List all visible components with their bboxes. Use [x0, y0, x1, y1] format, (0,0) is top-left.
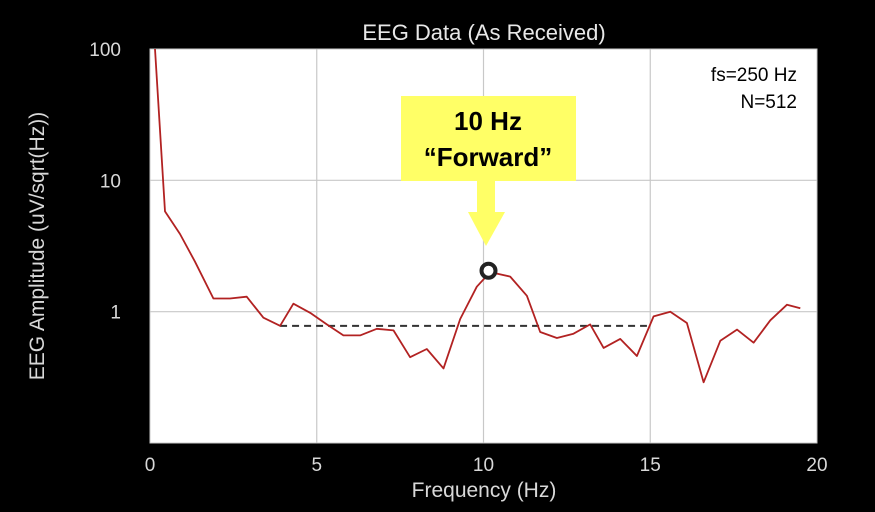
callout-box	[401, 96, 576, 181]
x-tick-label: 20	[806, 455, 827, 476]
y-axis-label: EEG Amplitude (uV/sqrt(Hz))	[26, 112, 49, 380]
callout-arrow-head	[468, 212, 505, 246]
sample-count-label: N=512	[740, 92, 797, 113]
callout: 10 Hz “Forward”	[401, 96, 576, 246]
callout-arrow-shaft	[477, 181, 495, 213]
y-tick-label: 1	[110, 303, 121, 324]
y-tick-label: 100	[89, 40, 121, 61]
x-axis-label: Frequency (Hz)	[412, 479, 557, 502]
series-line	[154, 48, 801, 384]
callout-line1: 10 Hz	[454, 106, 522, 136]
callout-line2: “Forward”	[424, 142, 553, 172]
y-tick-label: 10	[100, 171, 121, 192]
chart-title: EEG Data (As Received)	[362, 20, 605, 45]
sampling-rate-label: fs=250 Hz	[711, 65, 797, 86]
x-tick-label: 10	[473, 455, 494, 476]
y-tick-labels: 100 10 1	[89, 40, 121, 324]
series-group	[154, 48, 801, 384]
x-tick-label: 5	[311, 455, 322, 476]
x-tick-labels: 0 5 10 15 20	[145, 455, 828, 476]
x-tick-label: 15	[640, 455, 661, 476]
x-tick-label: 0	[145, 455, 156, 476]
peak-marker	[479, 261, 498, 280]
